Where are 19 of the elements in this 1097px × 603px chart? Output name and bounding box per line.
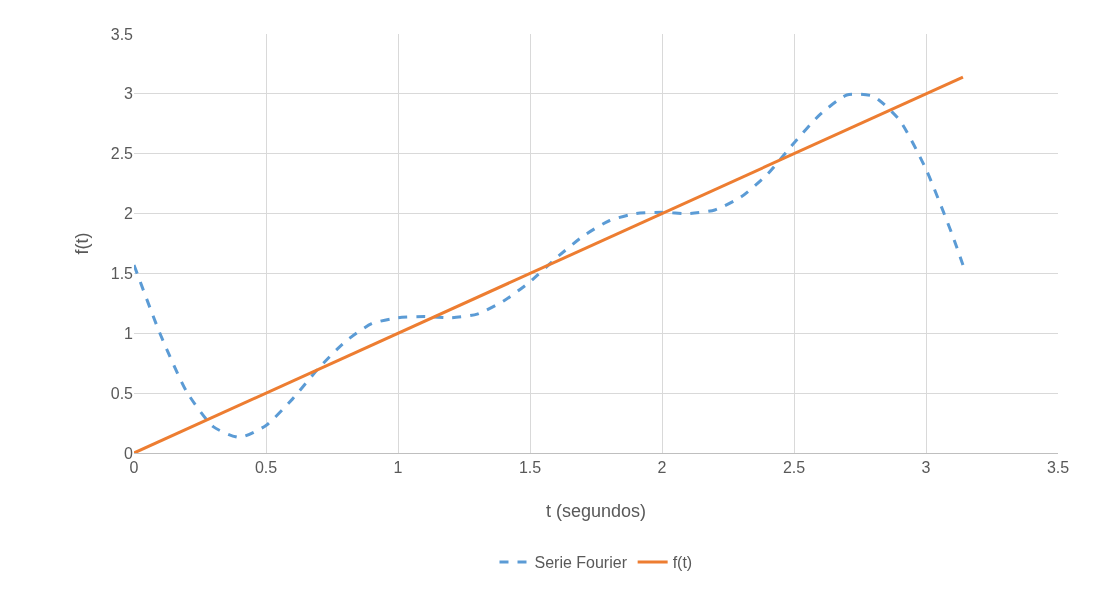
y-tick-label: 2.5: [110, 145, 134, 163]
y-tick-label: 0.5: [110, 384, 134, 402]
x-tick-label: 1: [393, 459, 403, 477]
y-axis-title: f(t): [72, 232, 92, 255]
legend-label: f(t): [672, 554, 693, 572]
y-tick-label: 1: [124, 324, 134, 342]
x-tick-label: 2: [657, 459, 667, 477]
x-tick-label: 1.5: [518, 459, 542, 477]
y-tick-label: 0: [124, 444, 134, 462]
y-tick-label: 3.5: [110, 25, 134, 43]
x-axis-title: t (segundos): [545, 501, 647, 521]
y-tick-label: 3: [124, 85, 134, 103]
x-tick-label: 0.5: [254, 459, 278, 477]
legend-label: Serie Fourier: [534, 554, 628, 572]
x-tick-label: 3.5: [1046, 459, 1070, 477]
x-tick-label: 2.5: [782, 459, 806, 477]
x-tick-label: 3: [921, 459, 931, 477]
y-tick-label: 2: [124, 205, 134, 223]
y-tick-label: 1.5: [110, 265, 134, 283]
